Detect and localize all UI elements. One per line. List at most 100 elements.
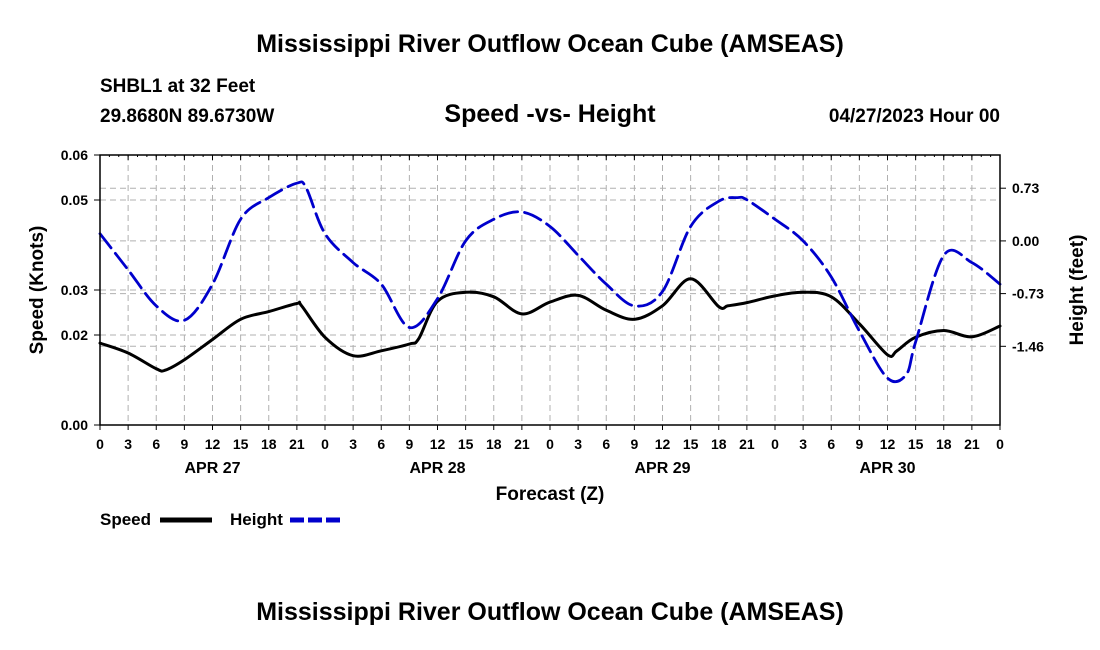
data-point-speed (577, 295, 579, 297)
series-layer (98, 180, 1002, 384)
x-tick-label: 0 (996, 436, 1004, 452)
data-point-height (737, 197, 739, 199)
data-point-height (352, 262, 354, 264)
station-coordinates: 29.8680N 89.6730W (100, 106, 275, 127)
x-tick-label: 21 (289, 436, 305, 452)
data-point-height (971, 262, 973, 264)
chart-title-repeat: Mississippi River Outflow Ocean Cube (AM… (256, 598, 844, 626)
x-tick-label: 18 (261, 436, 277, 452)
x-tick-label: 0 (96, 436, 104, 452)
data-point-height (240, 218, 242, 220)
data-point-speed (549, 301, 551, 303)
legend: Speed Height (100, 510, 342, 529)
legend-label-height: Height (230, 510, 283, 529)
day-label: APR 30 (859, 460, 915, 477)
data-point-speed (418, 338, 420, 340)
day-label: APR 27 (184, 460, 240, 477)
x-tick-label: 3 (799, 436, 807, 452)
data-point-speed (380, 350, 382, 352)
x-tick-label: 15 (458, 436, 474, 452)
data-point-height (409, 327, 411, 329)
data-point-speed (165, 369, 167, 371)
data-point-speed (296, 303, 298, 305)
data-point-height (549, 226, 551, 228)
data-point-speed (830, 296, 832, 298)
x-tick-label: 18 (936, 436, 952, 452)
data-point-height (718, 200, 720, 202)
x-tick-label: 12 (205, 436, 221, 452)
right-axis-title: Height (feet) (1067, 235, 1088, 346)
data-point-speed (746, 302, 748, 304)
data-point-height (915, 341, 917, 343)
x-tick-label: 21 (739, 436, 755, 452)
left-tick-label: 0.02 (61, 327, 88, 343)
data-point-speed (634, 318, 636, 320)
data-point-speed (943, 330, 945, 332)
data-point-height (830, 276, 832, 278)
data-point-speed (727, 305, 729, 307)
data-point-speed (521, 313, 523, 315)
left-tick-label: 0.05 (61, 192, 88, 208)
data-point-speed (155, 368, 157, 370)
data-point-height (465, 240, 467, 242)
x-tick-label: 12 (430, 436, 446, 452)
x-tick-label: 0 (321, 436, 329, 452)
data-point-speed (301, 305, 303, 307)
data-point-speed (127, 352, 129, 354)
x-tick-label: 18 (711, 436, 727, 452)
left-axis-title: Speed (Knots) (27, 226, 48, 355)
data-point-height (577, 255, 579, 257)
data-point-speed (184, 359, 186, 361)
data-point-height (127, 269, 129, 271)
left-tick-label: 0.06 (61, 147, 88, 163)
x-tick-label: 9 (630, 436, 638, 452)
chart-title: Mississippi River Outflow Ocean Cube (AM… (256, 30, 844, 58)
data-point-speed (268, 311, 270, 313)
data-point-height (268, 197, 270, 199)
data-point-speed (493, 296, 495, 298)
data-point-height (887, 377, 889, 379)
day-label: APR 28 (409, 460, 465, 477)
data-point-speed (352, 355, 354, 357)
data-point-speed (605, 309, 607, 311)
data-point-height (774, 218, 776, 220)
x-tick-label: 9 (855, 436, 863, 452)
series-line-speed (98, 277, 1002, 373)
data-point-height (437, 298, 439, 300)
right-tick-label: -0.73 (1012, 286, 1044, 302)
data-point-speed (324, 336, 326, 338)
data-point-height (324, 233, 326, 235)
x-tick-label: 9 (405, 436, 413, 452)
right-tick-label: -1.46 (1012, 338, 1044, 354)
x-tick-label: 15 (908, 436, 924, 452)
x-tick-label: 6 (827, 436, 835, 452)
data-point-height (212, 283, 214, 285)
x-tick-label: 15 (683, 436, 699, 452)
x-tick-label: 6 (377, 436, 385, 452)
data-point-speed (887, 354, 889, 356)
data-point-height (296, 182, 298, 184)
data-point-height (859, 330, 861, 332)
x-tick-label: 21 (514, 436, 530, 452)
x-tick-label: 12 (880, 436, 896, 452)
x-tick-label: 0 (771, 436, 779, 452)
data-point-height (521, 211, 523, 213)
x-tick-label: 3 (574, 436, 582, 452)
data-point-height (493, 218, 495, 220)
series-line-height (98, 180, 1002, 384)
x-tick-label: 6 (602, 436, 610, 452)
data-point-height (746, 199, 748, 201)
x-tick-label: 12 (655, 436, 671, 452)
x-tick-label: 6 (152, 436, 160, 452)
data-point-speed (859, 323, 861, 325)
data-point-speed (690, 278, 692, 280)
data-point-height (662, 291, 664, 293)
data-point-height (380, 283, 382, 285)
left-tick-label: 0.03 (61, 282, 88, 298)
data-point-speed (971, 336, 973, 338)
data-point-height (905, 374, 907, 376)
data-point-height (184, 320, 186, 322)
chart-subtitle: Speed -vs- Height (444, 100, 656, 128)
forecast-datetime: 04/27/2023 Hour 00 (828, 106, 1000, 127)
